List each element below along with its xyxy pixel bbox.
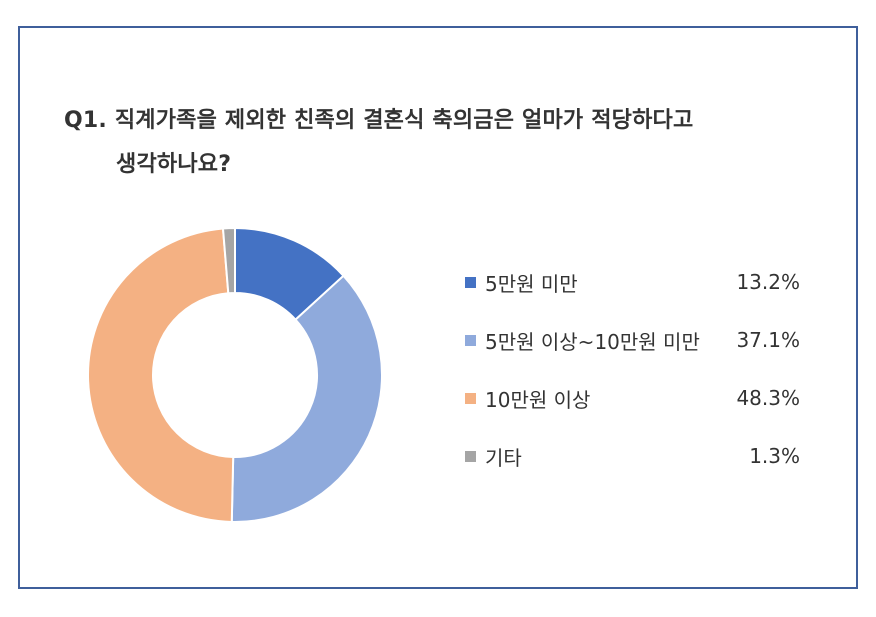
legend-swatch — [465, 277, 476, 288]
legend-item: 5만원 이상~10만원 미만 37.1% — [465, 323, 825, 381]
donut-chart — [87, 226, 383, 523]
legend-label: 10만원 이상 — [485, 388, 591, 412]
donut-slice-4 — [221, 226, 236, 295]
legend-swatch — [465, 393, 476, 404]
legend-label: 5만원 이상~10만원 미만 — [485, 330, 700, 354]
legend-item: 5만원 미만 13.2% — [465, 265, 825, 323]
legend-label: 5만원 미만 — [485, 272, 578, 296]
legend-item: 10만원 이상 48.3% — [465, 381, 825, 439]
chart-title-line2: 생각하나요? — [116, 152, 232, 177]
legend-label: 기타 — [485, 446, 522, 470]
legend-swatch — [465, 451, 476, 462]
chart-title: Q1. 직계가족을 제외한 친족의 결혼식 축의금은 얼마가 적당하다고 생각하… — [64, 99, 834, 187]
legend-value: 1.3% — [749, 444, 800, 468]
legend-item: 기타 1.3% — [465, 439, 825, 497]
legend-value: 48.3% — [736, 386, 800, 410]
chart-title-line1: Q1. 직계가족을 제외한 친족의 결혼식 축의금은 얼마가 적당하다고 — [64, 108, 694, 133]
legend-value: 13.2% — [736, 270, 800, 294]
donut-slice-2 — [230, 274, 383, 523]
donut-slice-3 — [87, 227, 235, 523]
legend: 5만원 미만 13.2% 5만원 이상~10만원 미만 37.1% 10만원 이… — [465, 265, 825, 497]
legend-value: 37.1% — [736, 328, 800, 352]
legend-swatch — [465, 335, 476, 346]
